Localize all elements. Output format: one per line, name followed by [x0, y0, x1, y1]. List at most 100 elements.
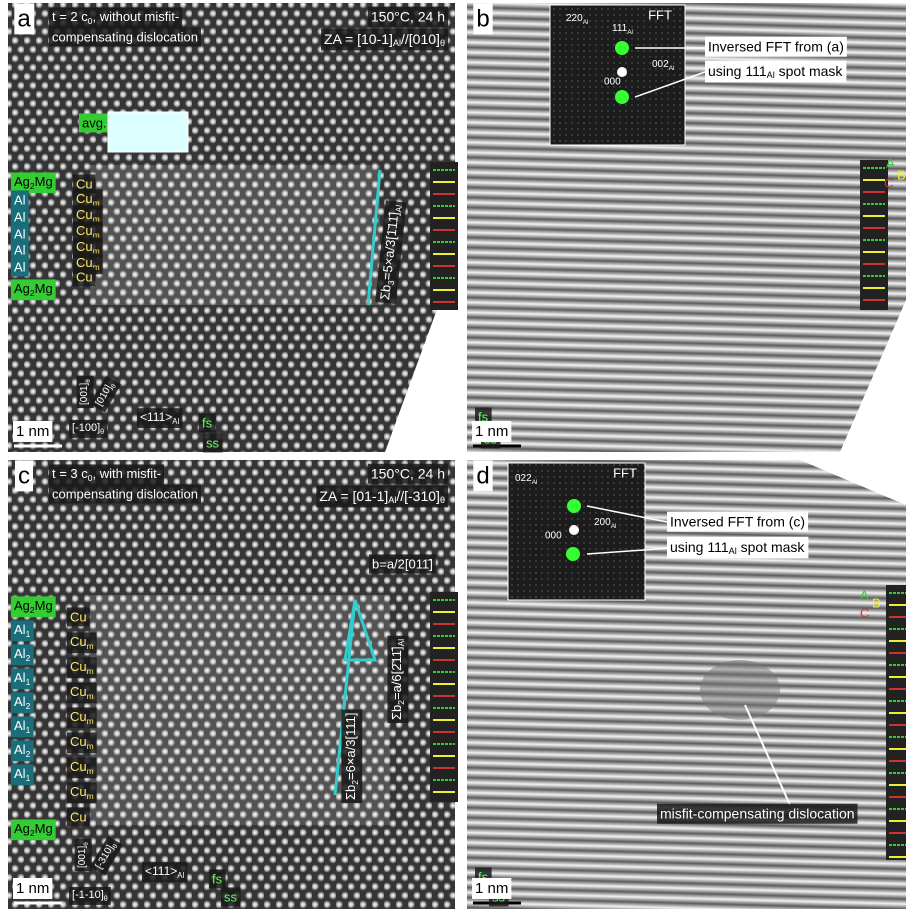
- subscript: Al: [388, 495, 396, 505]
- subscript: m: [87, 716, 94, 726]
- text-part: [001]: [79, 383, 90, 405]
- conditions: 150°C, 24 h: [371, 466, 445, 482]
- avg-profile: [108, 112, 188, 152]
- callout: using 111Al spot mask: [670, 539, 805, 557]
- text-part: Cu: [76, 207, 93, 222]
- burgers-vector: Σb2=a/6[2̄11̄]Al: [389, 639, 406, 720]
- layer-label: Al: [14, 259, 26, 274]
- avg-label: avg.: [82, 115, 107, 130]
- subscript: θ: [440, 38, 445, 48]
- stacking-label: C: [884, 175, 893, 190]
- subscript: m: [87, 791, 94, 801]
- text-part: Cu: [70, 784, 87, 799]
- text-part: 220: [566, 13, 583, 24]
- layer-label: Cu: [70, 609, 87, 624]
- text-part: spot mask: [737, 539, 806, 555]
- subscript: m: [87, 766, 94, 776]
- scale-label: 1 nm: [16, 880, 49, 897]
- ss-label: ss: [224, 889, 238, 904]
- subscript: Al: [393, 38, 401, 48]
- axis-label: [-100]θ: [72, 422, 104, 436]
- text-part: Cu: [70, 634, 87, 649]
- subscript: Al: [767, 70, 775, 80]
- subscript: 1: [26, 773, 31, 783]
- subscript: θ: [100, 428, 104, 436]
- fft-title: FFT: [613, 465, 637, 480]
- subscript: 1: [26, 677, 31, 687]
- subscript: Al: [396, 639, 406, 647]
- subscript: m: [87, 741, 94, 751]
- text-part: Cu: [70, 659, 87, 674]
- panel-letter: d: [476, 462, 489, 489]
- fft-title: FFT: [648, 7, 672, 22]
- text-part: Mg: [35, 598, 53, 613]
- stacking-label: A: [886, 155, 895, 170]
- subscript: Al: [172, 417, 179, 426]
- fs-label: fs: [202, 415, 213, 430]
- text-part: //[-310]: [396, 488, 440, 504]
- text-part: 002: [652, 59, 669, 70]
- text-part: using 111: [708, 63, 767, 79]
- text-part: [-1-10]: [72, 889, 104, 901]
- text-part: Cu: [76, 191, 93, 206]
- text-part: Σb: [343, 785, 358, 800]
- layer-label: Cu: [70, 809, 87, 824]
- layer-label: Al: [14, 226, 26, 241]
- subscript: Al: [393, 204, 404, 213]
- text-part: Mg: [35, 174, 53, 189]
- ss-label: ss: [206, 435, 220, 450]
- subscript: 1: [26, 629, 31, 639]
- text-part: Ag: [14, 174, 30, 189]
- layer-label: Cu: [76, 269, 93, 284]
- stacking-label: B: [897, 167, 906, 182]
- subscript: 2: [26, 653, 31, 663]
- subscript: 2: [26, 701, 31, 711]
- layer-label: Al: [14, 242, 26, 257]
- panel-letter: b: [476, 5, 489, 32]
- subscript: Al: [177, 871, 184, 880]
- text-part: Al: [14, 694, 26, 709]
- subscript: θ: [440, 495, 445, 505]
- text-part: 022: [515, 473, 532, 484]
- text-part: Σb: [389, 705, 404, 720]
- text-part: <111>: [140, 410, 172, 424]
- caption: compensating dislocation: [52, 486, 198, 501]
- conditions: 150°C, 24 h: [371, 9, 445, 25]
- text-part: Cu: [70, 759, 87, 774]
- text-part: ZA = [10-1]: [324, 31, 393, 47]
- text-part: Cu: [70, 709, 87, 724]
- text-part: =a/6[2̄11̄]: [389, 646, 404, 700]
- text-part: 200: [594, 517, 611, 528]
- dislocation-core: [700, 660, 780, 720]
- text-part: Cu: [70, 734, 87, 749]
- subscript: θ: [104, 895, 108, 903]
- text-part: , with misfit-: [92, 466, 161, 481]
- stacking-label: C: [860, 605, 869, 620]
- conditions: ZA = [10-1]Al//[010]θ: [324, 31, 445, 49]
- subscript: Al: [669, 65, 675, 72]
- subscript: 1: [26, 725, 31, 735]
- text-part: [-100]: [72, 422, 100, 434]
- layer-label: Cu: [76, 176, 93, 191]
- text-part: Ag: [14, 821, 30, 836]
- scale-label: 1 nm: [475, 423, 508, 440]
- subscript: θ: [83, 842, 90, 846]
- text-part: Mg: [35, 821, 53, 836]
- layer-label: Al: [14, 209, 26, 224]
- precipitate: [90, 165, 380, 305]
- fft-spot-label: 000: [545, 531, 562, 542]
- text-part: , without misfit-: [92, 9, 179, 24]
- text-part: Al: [14, 670, 26, 685]
- caption: compensating dislocation: [52, 29, 198, 44]
- layer-label: Al: [14, 192, 26, 207]
- text-part: Al: [14, 646, 26, 661]
- text-part: [001]: [77, 846, 88, 868]
- text-part: t = 2 c: [52, 9, 88, 24]
- subscript: Al: [611, 523, 617, 530]
- scale-label: 1 nm: [475, 880, 508, 897]
- text-part: Σb: [377, 284, 394, 301]
- conditions: ZA = [01-1]Al//[-310]θ: [319, 488, 445, 506]
- text-part: Cu: [76, 239, 93, 254]
- callout: Inversed FFT from (c): [670, 514, 805, 530]
- annotation: misfit-compensating dislocation: [660, 806, 855, 822]
